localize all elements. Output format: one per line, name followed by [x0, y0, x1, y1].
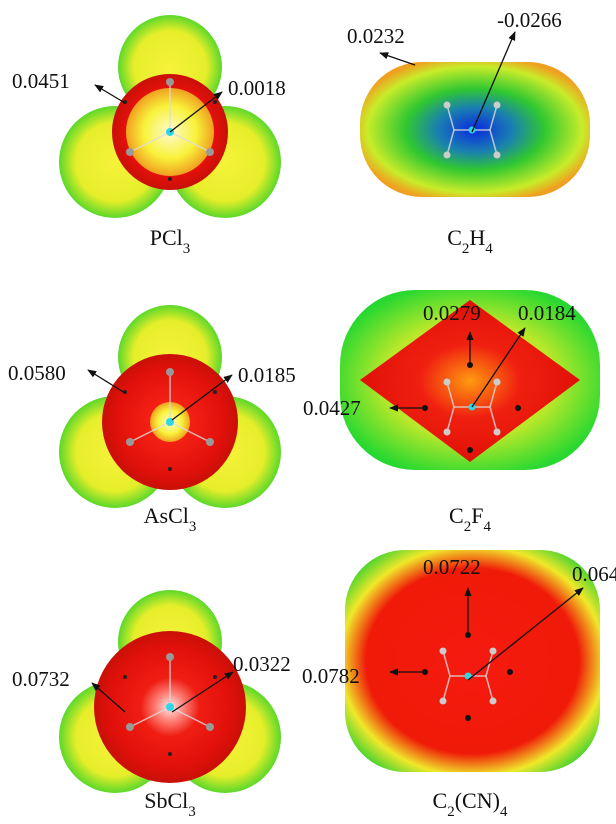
value-label: 0.0782 — [302, 664, 360, 688]
formula: AsCl3 — [144, 503, 197, 535]
critical-point — [213, 675, 217, 679]
esp-surface — [360, 62, 590, 197]
subscript: 2 — [462, 241, 470, 257]
value-label: 0.0580 — [8, 361, 66, 385]
atom — [166, 703, 174, 711]
atom — [444, 429, 451, 436]
value-label: 0.0451 — [12, 69, 70, 93]
subscript: 3 — [188, 804, 196, 820]
atom — [444, 102, 451, 109]
formula-part: SbCl — [144, 788, 188, 813]
critical-point — [507, 669, 513, 675]
critical-point — [515, 405, 521, 411]
formula: SbCl3 — [144, 788, 196, 820]
esp-surface — [59, 15, 281, 218]
value-label: 0.0641 — [572, 562, 616, 586]
critical-point — [123, 675, 127, 679]
value-label: 0.0427 — [303, 396, 361, 420]
atom — [166, 653, 174, 661]
subscript: 2 — [464, 519, 472, 535]
critical-point — [213, 100, 217, 104]
subscript: 3 — [183, 241, 191, 257]
atom — [494, 429, 501, 436]
formula-part: AsCl — [144, 503, 189, 528]
critical-point — [168, 467, 172, 471]
atom — [126, 438, 134, 446]
value-label: 0.0322 — [233, 652, 291, 676]
formula: C2(CN)4 — [433, 788, 508, 820]
critical-point — [168, 177, 172, 181]
subscript: 4 — [483, 519, 491, 535]
atom — [206, 438, 214, 446]
atom — [206, 723, 214, 731]
figure: PCl3C2H4AsCl3C2F4SbCl3C2(CN)40.04510.001… — [0, 0, 616, 824]
formula-part: F — [471, 503, 483, 528]
surface — [345, 550, 600, 772]
formula-part: PCl — [150, 225, 183, 250]
formula: C2F4 — [449, 503, 491, 535]
esp-surface — [345, 550, 600, 772]
subscript: 4 — [485, 241, 493, 257]
arrow — [380, 53, 415, 65]
formula-part: H — [469, 225, 485, 250]
formula: C2H4 — [447, 225, 493, 257]
atom — [494, 152, 501, 159]
value-label: 0.0184 — [518, 301, 576, 325]
atom — [490, 698, 497, 705]
critical-point — [467, 447, 473, 453]
formula-part: (CN) — [455, 788, 500, 813]
critical-point — [213, 390, 217, 394]
formula: PCl3 — [150, 225, 191, 257]
subscript: 3 — [189, 519, 197, 535]
value-label: 0.0185 — [238, 363, 296, 387]
arrow — [95, 85, 125, 103]
value-label: 0.0018 — [228, 76, 286, 100]
critical-point — [465, 715, 471, 721]
subscript: 4 — [500, 804, 508, 820]
value-label: 0.0732 — [12, 667, 70, 691]
atom — [126, 148, 134, 156]
formula-part: C — [447, 225, 462, 250]
value-label: 0.0722 — [423, 555, 481, 579]
atom — [494, 379, 501, 386]
subscript: 2 — [447, 804, 455, 820]
atom — [206, 148, 214, 156]
atom — [440, 648, 447, 655]
esp-surface — [59, 590, 281, 793]
atom — [444, 152, 451, 159]
atom — [490, 648, 497, 655]
esp-surface — [59, 305, 281, 508]
value-label: 0.0279 — [423, 301, 481, 325]
atom — [126, 723, 134, 731]
value-label: -0.0266 — [497, 8, 562, 32]
atom — [166, 78, 174, 86]
atom — [444, 379, 451, 386]
atom — [494, 102, 501, 109]
atom — [440, 698, 447, 705]
atom — [166, 368, 174, 376]
value-label: 0.0232 — [347, 24, 405, 48]
critical-point — [168, 752, 172, 756]
formula-part: C — [449, 503, 464, 528]
formula-part: C — [433, 788, 448, 813]
